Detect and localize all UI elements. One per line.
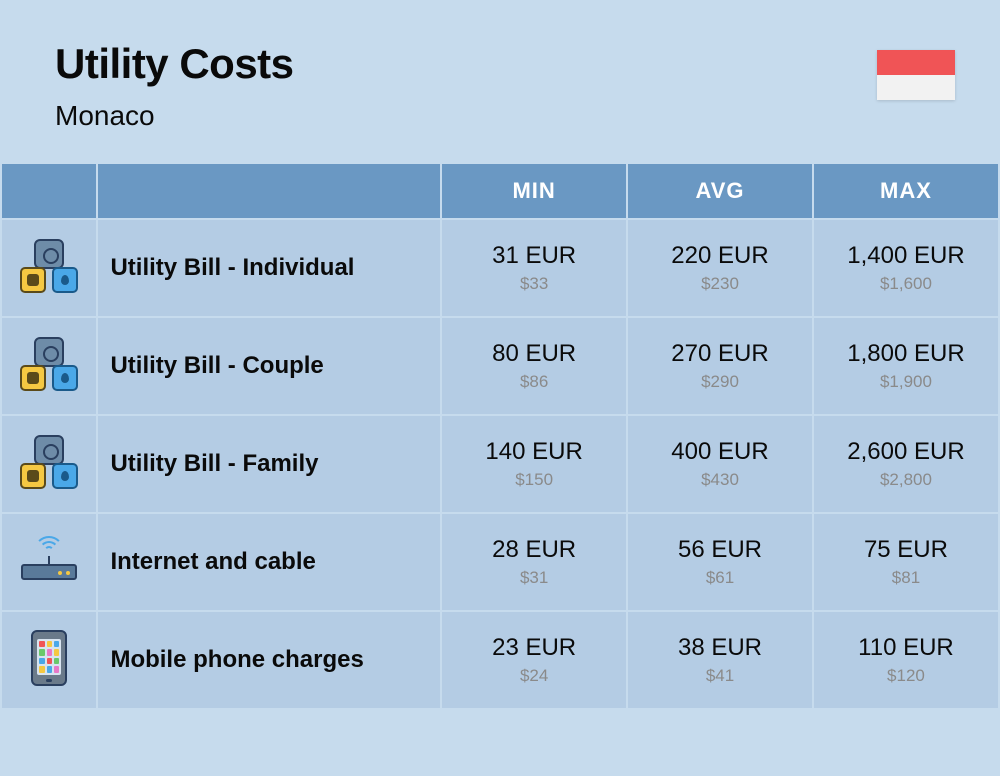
table-row: Internet and cable28 EUR $3156 EUR $6175 E… xyxy=(2,514,998,610)
row-icon-cell xyxy=(2,220,96,316)
min-primary: 31 EUR xyxy=(442,242,626,270)
row-avg: 270 EUR $290 xyxy=(628,318,812,414)
row-min: 140 EUR $150 xyxy=(442,416,626,512)
col-max: MAX xyxy=(814,164,998,218)
max-primary: 2,600 EUR xyxy=(814,438,998,466)
max-primary: 110 EUR xyxy=(814,634,998,662)
max-primary: 1,800 EUR xyxy=(814,340,998,368)
row-avg: 400 EUR $430 xyxy=(628,416,812,512)
page-subtitle: Monaco xyxy=(55,100,945,132)
phone-icon xyxy=(31,630,67,686)
max-secondary: $81 xyxy=(814,568,998,588)
avg-secondary: $61 xyxy=(628,568,812,588)
max-secondary: $1,600 xyxy=(814,274,998,294)
row-label: Mobile phone charges xyxy=(98,612,440,708)
avg-primary: 56 EUR xyxy=(628,536,812,564)
page-title: Utility Costs xyxy=(55,40,945,88)
avg-secondary: $41 xyxy=(628,666,812,686)
row-icon-cell xyxy=(2,514,96,610)
utility-icon xyxy=(20,337,78,391)
row-max: 1,400 EUR $1,600 xyxy=(814,220,998,316)
min-primary: 23 EUR xyxy=(442,634,626,662)
avg-primary: 400 EUR xyxy=(628,438,812,466)
utility-icon xyxy=(20,435,78,489)
max-secondary: $2,800 xyxy=(814,470,998,490)
col-avg: AVG xyxy=(628,164,812,218)
avg-primary: 38 EUR xyxy=(628,634,812,662)
col-label xyxy=(98,164,440,218)
avg-primary: 270 EUR xyxy=(628,340,812,368)
row-label: Utility Bill - Family xyxy=(98,416,440,512)
row-label: Internet and cable xyxy=(98,514,440,610)
row-avg: 38 EUR $41 xyxy=(628,612,812,708)
table-row: Utility Bill - Couple80 EUR $86270 EUR $29… xyxy=(2,318,998,414)
row-label: Utility Bill - Individual xyxy=(98,220,440,316)
row-icon-cell xyxy=(2,612,96,708)
max-secondary: $120 xyxy=(814,666,998,686)
avg-secondary: $430 xyxy=(628,470,812,490)
table-row: Utility Bill - Individual31 EUR $33220 EU… xyxy=(2,220,998,316)
min-primary: 28 EUR xyxy=(442,536,626,564)
row-max: 2,600 EUR $2,800 xyxy=(814,416,998,512)
table-header-row: MIN AVG MAX xyxy=(2,164,998,218)
page-container: Utility Costs Monaco MIN AVG MAX Utility… xyxy=(0,0,1000,776)
row-avg: 56 EUR $61 xyxy=(628,514,812,610)
col-min: MIN xyxy=(442,164,626,218)
min-secondary: $150 xyxy=(442,470,626,490)
min-secondary: $31 xyxy=(442,568,626,588)
avg-primary: 220 EUR xyxy=(628,242,812,270)
row-icon-cell xyxy=(2,318,96,414)
min-secondary: $33 xyxy=(442,274,626,294)
row-min: 80 EUR $86 xyxy=(442,318,626,414)
col-icon xyxy=(2,164,96,218)
avg-secondary: $290 xyxy=(628,372,812,392)
header: Utility Costs Monaco xyxy=(0,0,1000,162)
min-secondary: $86 xyxy=(442,372,626,392)
utility-icon xyxy=(20,239,78,293)
max-secondary: $1,900 xyxy=(814,372,998,392)
min-primary: 140 EUR xyxy=(442,438,626,466)
min-secondary: $24 xyxy=(442,666,626,686)
max-primary: 75 EUR xyxy=(814,536,998,564)
utility-costs-table: MIN AVG MAX Utility Bill - Individual31 … xyxy=(0,162,1000,710)
row-max: 110 EUR $120 xyxy=(814,612,998,708)
row-max: 75 EUR $81 xyxy=(814,514,998,610)
monaco-flag-icon xyxy=(877,50,955,100)
table-row: Utility Bill - Family140 EUR$150400 EUR$… xyxy=(2,416,998,512)
row-max: 1,800 EUR $1,900 xyxy=(814,318,998,414)
max-primary: 1,400 EUR xyxy=(814,242,998,270)
row-avg: 220 EUR $230 xyxy=(628,220,812,316)
row-min: 28 EUR $31 xyxy=(442,514,626,610)
table-row: Mobile phone charges23 EUR $2438 EUR $4111… xyxy=(2,612,998,708)
min-primary: 80 EUR xyxy=(442,340,626,368)
router-icon xyxy=(19,536,79,584)
row-min: 23 EUR $24 xyxy=(442,612,626,708)
row-min: 31 EUR $33 xyxy=(442,220,626,316)
row-icon-cell xyxy=(2,416,96,512)
row-label: Utility Bill - Couple xyxy=(98,318,440,414)
avg-secondary: $230 xyxy=(628,274,812,294)
